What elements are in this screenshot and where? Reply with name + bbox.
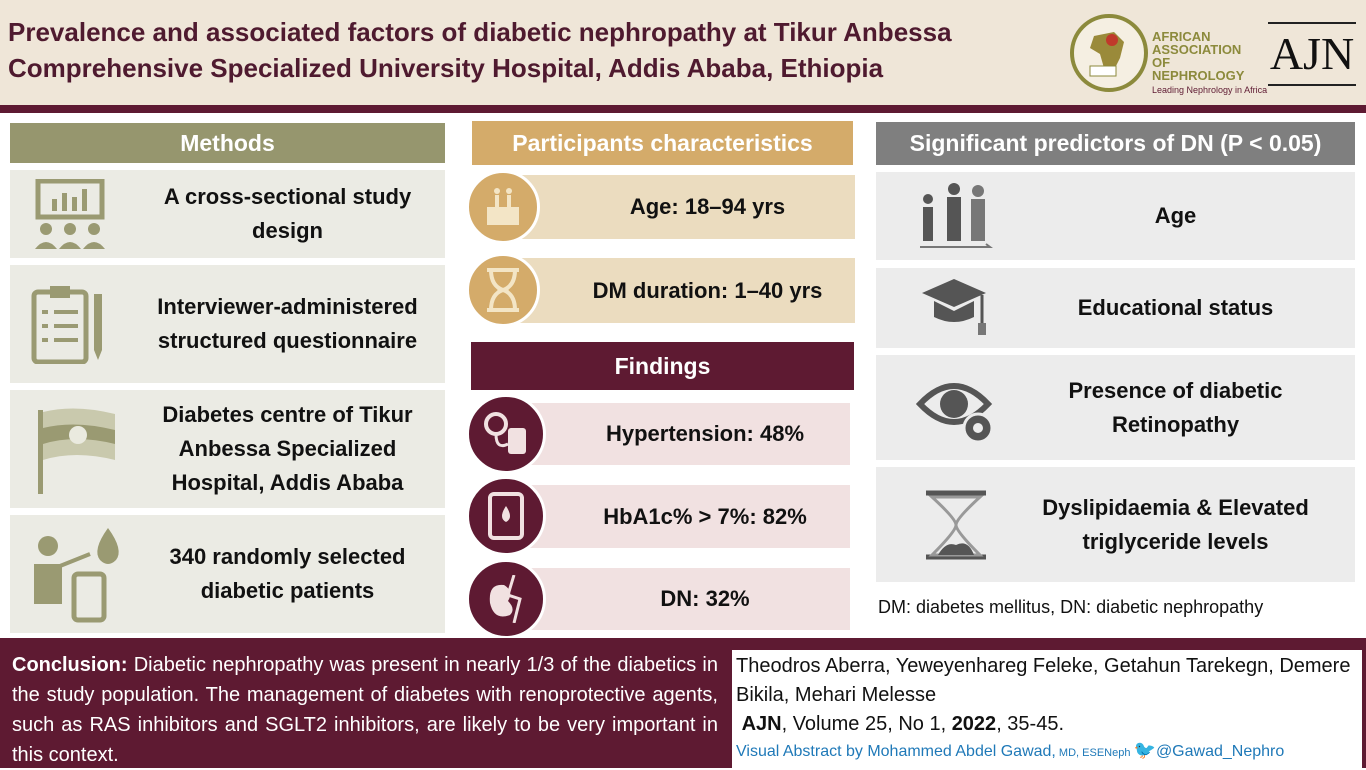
glucometer-icon xyxy=(466,476,546,556)
methods-item: Diabetes centre of Tikur Anbessa Special… xyxy=(10,390,445,508)
afran-logo-text: AFRICAN ASSOCIATION OF NEPHROLOGY Leading… xyxy=(1152,29,1268,95)
abbreviations-footnote: DM: diabetes mellitus, DN: diabetic neph… xyxy=(878,597,1264,617)
methods-item: A cross-sectional study design xyxy=(10,170,445,258)
lipid-flask-icon xyxy=(926,490,986,559)
graduation-cap-icon xyxy=(922,279,986,335)
findings-heading: Findings xyxy=(471,342,854,390)
doctor-glucometer-icon xyxy=(34,528,119,623)
participant-item: DM duration: 1–40 yrs xyxy=(510,258,855,323)
afran-logo xyxy=(1070,14,1148,92)
authors: Theodros Aberra, Yeweyenhareg Feleke, Ge… xyxy=(736,655,1351,706)
birthday-cake-icon xyxy=(466,170,540,244)
ajn-logo: AJN xyxy=(1268,22,1356,86)
finding-item: Hypertension: 48% xyxy=(510,403,850,465)
predictors-heading: Significant predictors of DN (P < 0.05) xyxy=(876,122,1355,165)
methods-heading: Methods xyxy=(10,123,445,163)
journal-reference: AJN, Volume 25, No 1, 2022, 35-45. xyxy=(741,713,1065,735)
citation: Theodros Aberra, Yeweyenhareg Feleke, Ge… xyxy=(728,638,1366,768)
finding-item: DN: 32% xyxy=(510,568,850,630)
hourglass-icon xyxy=(466,253,540,327)
kidney-icon xyxy=(466,559,546,639)
predictor-item: Presence of diabetic Retinopathy xyxy=(876,355,1355,460)
page-title: Prevalence and associated factors of dia… xyxy=(8,17,952,83)
predictor-item: Age xyxy=(876,172,1355,260)
clipboard-checklist-icon xyxy=(31,286,102,364)
age-people-icon xyxy=(920,183,993,248)
participants-heading: Participants characteristics xyxy=(472,121,853,165)
blood-pressure-icon xyxy=(466,394,546,474)
predictor-item: Dyslipidaemia & Elevated triglyceride le… xyxy=(876,467,1355,582)
twitter-handle[interactable]: @Gawad_Nephro xyxy=(1155,743,1285,760)
visual-abstract-credit: Visual Abstract by Mohammed Abdel Gawad,… xyxy=(736,740,1285,760)
methods-item: Interviewer-administered structured ques… xyxy=(10,265,445,383)
twitter-icon: 🐦 xyxy=(1133,740,1156,760)
eye-gear-icon xyxy=(916,382,994,443)
presentation-audience-icon xyxy=(35,179,105,249)
conclusion: Conclusion: Diabetic nephropathy was pre… xyxy=(0,638,728,768)
methods-item: 340 randomly selected diabetic patients xyxy=(10,515,445,633)
ethiopia-flag-icon xyxy=(38,408,115,494)
finding-item: HbA1c% > 7%: 82% xyxy=(510,485,850,548)
header-divider xyxy=(0,105,1366,113)
predictor-item: Educational status xyxy=(876,268,1355,348)
participant-item: Age: 18–94 yrs xyxy=(510,175,855,239)
